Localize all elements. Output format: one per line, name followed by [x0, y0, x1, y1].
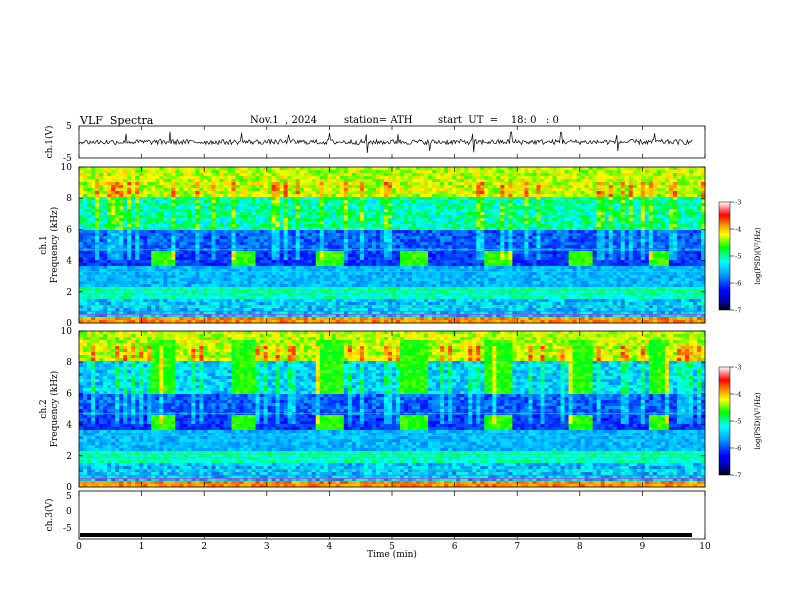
colorbar-tick-label: -4 [735, 226, 741, 234]
colorbar-tick-label: -5 [735, 418, 741, 426]
ch1-colorbar-gradient [718, 201, 731, 311]
colorbar-tick-label: -3 [735, 199, 741, 207]
ch1-colorbar-ticks: -3 -4 -5 -6 -7 [730, 199, 741, 315]
ch2-spectrogram-panel: 0 2 4 6 8 10 ch.2 Frequency (kHz) [39, 327, 706, 493]
time-tick-label: 5 [389, 542, 395, 552]
ch1-frequency-ticks: 0 2 4 6 8 10 [61, 163, 705, 329]
ch3-voltage-panel: 5 0 -5 ch.3(V) [44, 490, 706, 540]
colorbar-tick-label: -7 [735, 307, 741, 315]
frequency-tick-label: 0 [66, 319, 72, 329]
time-tick-label: 0 [76, 542, 82, 552]
ch1-voltage-frame [78, 125, 706, 159]
frequency-tick-label: 2 [66, 288, 72, 298]
colorbar-tick-label: -5 [735, 253, 741, 261]
ch1-ytick-top: 5 [66, 122, 72, 132]
ch2-spectrogram-ylabel-frequency: Frequency (kHz) [49, 371, 60, 448]
frequency-tick-label: 4 [66, 257, 72, 267]
ch3-ytick-bottom: -5 [63, 524, 72, 534]
start-time-label: start UT = 18: 0 : 0 [438, 115, 559, 126]
time-tick-label: 10 [699, 542, 711, 552]
ch1-spectrogram-heatmap [79, 167, 706, 324]
ch2-colorbar-ticks: -3 -4 -5 -6 -7 [730, 364, 741, 480]
station-label: station= ATH [344, 115, 413, 126]
ch1-ytick-bottom: -5 [63, 154, 72, 164]
ch3-voltage-frame [78, 490, 706, 540]
frequency-tick-label: 2 [66, 452, 72, 462]
ch1-spectrogram-ylabel-frequency: Frequency (kHz) [49, 207, 60, 284]
ch3-voltage-ylabel: ch.3(V) [44, 499, 55, 532]
colorbar-tick-label: -3 [735, 364, 741, 372]
ch3-ytick-top: 5 [66, 492, 72, 502]
time-tick-label: 2 [201, 542, 207, 552]
time-tick-label: 6 [452, 542, 458, 552]
ch1-voltage-ylabel: ch.1(V) [44, 126, 55, 159]
ch1-voltage-panel: 5 -5 ch.1(V) [44, 122, 706, 164]
time-tick-label: 4 [327, 542, 333, 552]
frequency-tick-label: 8 [66, 194, 72, 204]
ch2-spectrogram-ylabel-channel: ch.2 [39, 399, 49, 418]
ch1-colorbar-label: log(PSD)(V²/Hz) [754, 227, 762, 284]
colorbar-tick-label: -6 [735, 445, 741, 453]
ch2-frequency-ticks: 0 2 4 6 8 10 [61, 327, 705, 493]
time-tick-label: 7 [514, 542, 520, 552]
ch1-colorbar: -3 -4 -5 -6 -7 log(PSD)(V²/Hz) [718, 199, 762, 315]
colorbar-tick-label: -6 [735, 280, 741, 288]
ch2-spectrogram-heatmap [79, 331, 706, 488]
frequency-tick-label: 10 [61, 163, 73, 173]
ch1-spectrogram-ylabel-channel: ch.1 [39, 235, 49, 254]
frequency-tick-label: 0 [66, 483, 72, 493]
time-tick-label: 1 [139, 542, 145, 552]
ch2-colorbar-label: log(PSD)(V²/Hz) [754, 392, 762, 449]
ch3-ytick-mid: 0 [66, 507, 72, 517]
time-tick-label: 3 [264, 542, 270, 552]
frequency-tick-label: 6 [66, 225, 72, 235]
colorbar-tick-label: -4 [735, 391, 741, 399]
frequency-tick-label: 6 [66, 389, 72, 399]
time-axis-label: Time (min) [367, 549, 417, 560]
frequency-tick-label: 8 [66, 358, 72, 368]
frequency-tick-label: 4 [66, 421, 72, 431]
ch2-colorbar: -3 -4 -5 -6 -7 log(PSD)(V²/Hz) [718, 364, 762, 480]
ch2-colorbar-gradient [718, 366, 731, 476]
time-tick-label: 8 [577, 542, 583, 552]
colorbar-tick-label: -7 [735, 472, 741, 480]
chart-title: VLF Spectra [80, 114, 154, 127]
date-label: Nov.1 , 2024 [250, 115, 317, 126]
ch1-voltage-trace [78, 131, 693, 153]
time-tick-label: 9 [640, 542, 646, 552]
time-axis-ticks: 0 1 2 3 4 5 6 7 8 9 10 [76, 126, 711, 552]
ch1-spectrogram-panel: 0 2 4 6 8 10 ch.1 Frequency (kHz) [39, 163, 706, 329]
frequency-tick-label: 10 [61, 327, 73, 337]
